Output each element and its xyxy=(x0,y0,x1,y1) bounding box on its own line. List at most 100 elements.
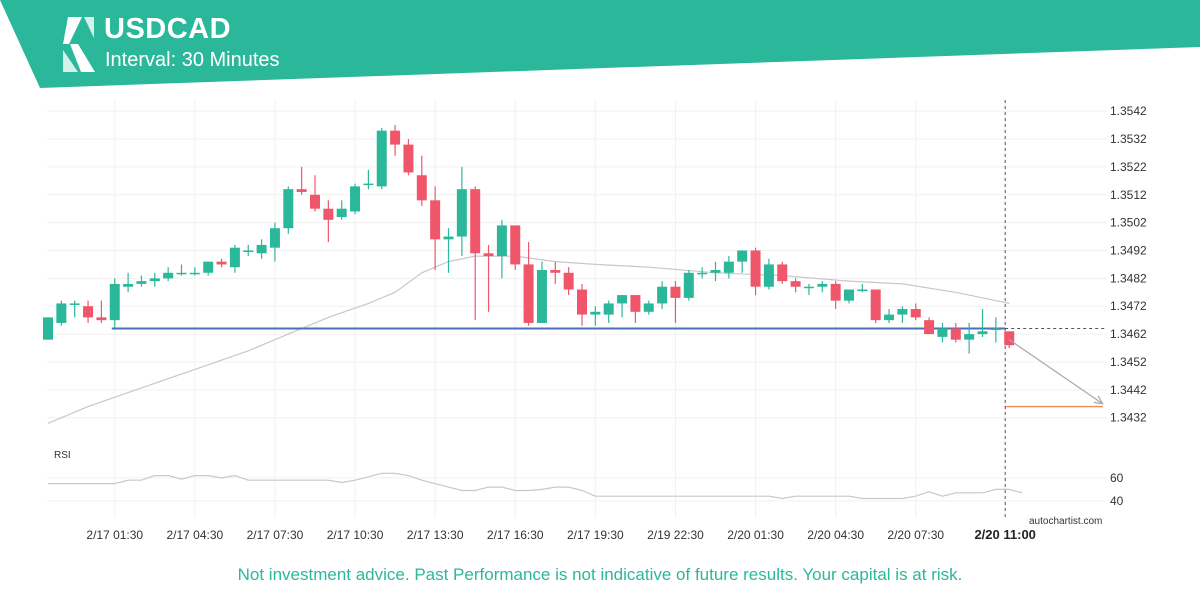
price-tick-label: 1.3532 xyxy=(1110,132,1147,146)
price-tick-label: 1.3502 xyxy=(1110,216,1147,230)
time-tick-label: 2/20 04:30 xyxy=(807,528,864,542)
candle xyxy=(390,125,401,156)
candle-body xyxy=(790,281,801,287)
candle-body xyxy=(590,311,601,315)
candle xyxy=(630,295,641,323)
candle xyxy=(590,306,601,326)
candle xyxy=(924,317,935,335)
candle-body xyxy=(523,264,534,323)
candle-body xyxy=(897,309,908,315)
candle-body xyxy=(83,306,94,318)
disclaimer: Not investment advice. Past Performance … xyxy=(237,565,963,584)
candle-body xyxy=(1004,331,1015,346)
candle xyxy=(977,309,988,337)
price-tick-label: 1.3432 xyxy=(1110,411,1147,425)
time-tick-label: 2/17 07:30 xyxy=(247,528,304,542)
candle-body xyxy=(910,309,921,318)
candle xyxy=(403,139,414,176)
time-tick-label: 2/17 16:30 xyxy=(487,528,544,542)
candle-body xyxy=(403,144,414,173)
candle-body xyxy=(950,328,961,340)
rsi-tick-label: 60 xyxy=(1110,471,1124,485)
candle xyxy=(283,186,294,234)
candle-body xyxy=(376,130,387,187)
time-tick-label: 2/17 13:30 xyxy=(407,528,464,542)
candle-body xyxy=(109,283,120,321)
candle xyxy=(937,322,948,343)
candle-body xyxy=(96,317,107,321)
candle-body xyxy=(176,272,187,275)
candle xyxy=(763,258,774,290)
projection-arrowhead-icon xyxy=(1093,395,1104,405)
time-tick-label: 2/17 01:30 xyxy=(86,528,143,542)
rsi-line xyxy=(48,472,1023,500)
candle xyxy=(310,175,320,212)
candle xyxy=(910,303,921,321)
candle xyxy=(483,244,494,312)
candle xyxy=(243,244,254,257)
chart-grid xyxy=(47,100,1107,518)
candle-body xyxy=(857,289,868,292)
price-tick-label: 1.3482 xyxy=(1110,271,1147,285)
candle xyxy=(643,300,654,315)
candle xyxy=(844,289,854,304)
candle xyxy=(830,281,841,310)
candle xyxy=(136,275,147,287)
candle-body xyxy=(870,289,881,321)
candle xyxy=(563,267,574,296)
candle-body xyxy=(323,208,334,220)
candle-body xyxy=(844,289,854,301)
candle xyxy=(536,261,547,323)
candle-body xyxy=(483,253,494,257)
candle xyxy=(443,228,454,273)
candle-body xyxy=(670,286,681,298)
candle-body xyxy=(536,270,547,323)
candle-body xyxy=(964,334,975,340)
candle xyxy=(430,186,441,270)
candle-body xyxy=(430,200,441,240)
time-tick-label: 2/17 10:30 xyxy=(327,528,384,542)
candle-body xyxy=(803,286,814,289)
candle-body xyxy=(363,183,374,186)
candle-body xyxy=(777,264,788,282)
candle-body xyxy=(123,283,134,287)
candle xyxy=(964,322,975,354)
rsi-panel: RSI 60 40 xyxy=(48,450,1124,508)
candle-body xyxy=(149,278,160,282)
price-tick-label: 1.3512 xyxy=(1110,188,1147,202)
candle xyxy=(657,281,668,310)
candle-body xyxy=(617,295,628,304)
candle-body xyxy=(657,286,668,304)
moving-average xyxy=(47,255,1010,424)
candle xyxy=(163,267,174,282)
time-tick-label: 2/19 22:30 xyxy=(647,528,704,542)
candle xyxy=(149,272,160,287)
candle-body xyxy=(189,272,200,275)
watermark: autochartist.com xyxy=(1029,516,1102,527)
price-tick-label: 1.3472 xyxy=(1110,299,1147,313)
candle-body xyxy=(550,270,561,273)
candle-body xyxy=(470,189,481,254)
candle xyxy=(256,239,267,259)
candle xyxy=(697,267,708,279)
candle-body xyxy=(456,189,467,237)
price-tick-label: 1.3492 xyxy=(1110,243,1147,257)
candle-body xyxy=(750,250,761,287)
candle-body xyxy=(830,283,841,301)
candle xyxy=(323,200,334,243)
candle xyxy=(723,256,734,279)
projection-arrow xyxy=(1008,339,1104,405)
candle xyxy=(750,247,761,296)
candle-body xyxy=(737,250,748,262)
candle xyxy=(550,261,561,284)
candle-body xyxy=(296,189,307,192)
price-tick-label: 1.3542 xyxy=(1110,104,1147,118)
price-tick-label: 1.3442 xyxy=(1110,383,1147,397)
candle xyxy=(123,272,134,293)
candle xyxy=(790,278,801,293)
candle xyxy=(603,300,614,323)
candle xyxy=(777,261,788,284)
time-tick-label: 2/20 07:30 xyxy=(887,528,944,542)
candle-body xyxy=(577,289,587,315)
candle-body xyxy=(510,225,521,265)
